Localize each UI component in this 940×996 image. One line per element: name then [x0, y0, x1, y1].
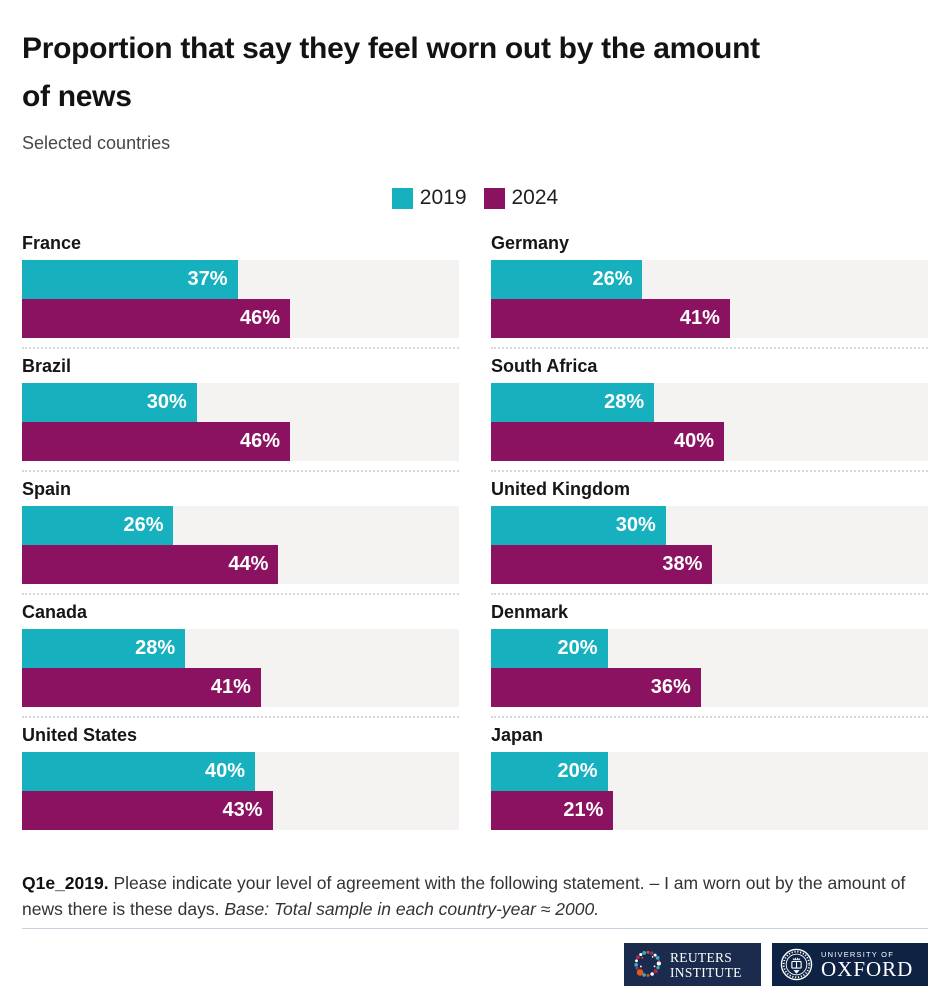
bar-2019: 30% — [22, 383, 197, 422]
oxford-crest-icon — [780, 948, 813, 981]
bar-track: 28% 40% — [491, 383, 928, 461]
legend-label-2019: 2019 — [419, 186, 467, 209]
country-label: Spain — [22, 479, 72, 499]
country-group: Spain 26% 44% — [22, 479, 459, 595]
chart-subtitle: Selected countries — [22, 133, 171, 153]
footnote-base-text: Base: Total sample in each country-year … — [224, 899, 600, 919]
country-label: South Africa — [491, 356, 598, 376]
bar-chart: France 37% 46% Brazil 30% 46% Spain — [22, 233, 928, 846]
country-group: United Kingdom 30% 38% — [491, 479, 928, 595]
bar-track: 20% 21% — [491, 752, 928, 830]
bar-track: 26% 44% — [22, 506, 459, 584]
bar-value-2024: 38% — [662, 553, 703, 575]
bar-value-2019: 37% — [187, 268, 228, 290]
reuters-line2: INSTITUTE — [670, 964, 742, 980]
bar-value-2024: 46% — [239, 430, 281, 452]
bar-value-2019: 30% — [615, 514, 656, 536]
bar-value-2019: 26% — [123, 514, 164, 536]
legend-label-2024: 2024 — [511, 186, 559, 209]
reuters-institute-wordmark: REUTERS INSTITUTE — [670, 950, 742, 980]
country-label: United Kingdom — [491, 479, 630, 499]
bar-2024: 40% — [491, 422, 725, 461]
bar-track: 40% 43% — [22, 752, 459, 830]
bar-track: 30% 46% — [22, 383, 459, 461]
oxford-wordmark: UNIVERSITY OF OXFORD — [821, 950, 913, 980]
footnote-question-id: Q1e_2019. — [22, 873, 109, 893]
reuters-line1: REUTERS — [670, 949, 733, 965]
bar-value-2024: 40% — [674, 430, 715, 452]
bar-value-2019: 40% — [205, 760, 246, 782]
legend-item-2024: 2024 — [483, 186, 559, 210]
country-group: United States 40% 43% — [22, 725, 459, 839]
bar-track: 26% 41% — [491, 260, 928, 338]
bar-2019: 20% — [491, 752, 608, 791]
chart-column: France 37% 46% Brazil 30% 46% Spain — [22, 233, 459, 846]
bar-value-2024: 46% — [239, 307, 281, 329]
bar-value-2019: 30% — [146, 391, 187, 413]
bar-track: 20% 36% — [491, 629, 928, 707]
bar-value-2024: 44% — [228, 553, 269, 575]
bar-value-2024: 43% — [222, 799, 263, 821]
country-label: Brazil — [22, 356, 72, 376]
bar-2024: 41% — [22, 668, 261, 707]
country-label: Germany — [491, 233, 570, 253]
bar-2024: 44% — [22, 545, 279, 584]
country-group: Japan 20% 21% — [491, 725, 928, 839]
bar-2019: 28% — [491, 383, 655, 422]
bar-track: 30% 38% — [491, 506, 928, 584]
bar-value-2019: 20% — [557, 760, 598, 782]
bar-value-2024: 21% — [563, 799, 604, 821]
university-of-oxford-logo: UNIVERSITY OF OXFORD — [772, 943, 928, 986]
bar-2024: 46% — [22, 299, 291, 338]
logo-row: REUTERS INSTITUTE UNIVERSITY OF OXFORD — [22, 943, 928, 986]
reuters-institute-logo: REUTERS INSTITUTE — [624, 943, 761, 986]
oxford-line2: OXFORD — [821, 956, 914, 981]
country-label: France — [22, 233, 82, 253]
legend-swatch-2019 — [391, 187, 413, 209]
bar-2024: 46% — [22, 422, 291, 461]
bar-2019: 20% — [491, 629, 608, 668]
country-group: South Africa 28% 40% — [491, 356, 928, 472]
country-label: United States — [22, 725, 138, 745]
bar-2019: 30% — [491, 506, 666, 545]
bar-2019: 26% — [491, 260, 643, 299]
bar-value-2019: 20% — [557, 637, 598, 659]
bar-value-2019: 28% — [135, 637, 176, 659]
chart-column: Germany 26% 41% South Africa 28% 40% U — [491, 233, 928, 846]
bar-2024: 41% — [491, 299, 730, 338]
bar-value-2024: 41% — [679, 307, 720, 329]
legend-swatch-2024 — [483, 187, 505, 209]
country-label: Denmark — [491, 602, 569, 622]
country-group: Brazil 30% 46% — [22, 356, 459, 472]
bar-2024: 43% — [22, 791, 273, 830]
bar-2024: 21% — [491, 791, 614, 830]
bar-2024: 38% — [491, 545, 713, 584]
reuters-institute-dots-icon — [634, 950, 662, 977]
page-title: Proportion that say they feel worn out b… — [22, 32, 760, 113]
footnote: Q1e_2019. Please indicate your level of … — [22, 870, 928, 922]
bar-2019: 40% — [22, 752, 256, 791]
footer-divider — [22, 928, 928, 929]
footnote-question-text: Please indicate your level of agreement … — [22, 873, 906, 919]
country-group: Germany 26% 41% — [491, 233, 928, 349]
country-group: Denmark 20% 36% — [491, 602, 928, 718]
bar-track: 28% 41% — [22, 629, 459, 707]
bar-value-2019: 28% — [604, 391, 645, 413]
country-group: Canada 28% 41% — [22, 602, 459, 718]
oxford-line1: UNIVERSITY OF — [821, 949, 894, 959]
country-group: France 37% 46% — [22, 233, 459, 349]
bar-track: 37% 46% — [22, 260, 459, 338]
bar-2019: 28% — [22, 629, 186, 668]
country-label: Canada — [22, 602, 88, 622]
bar-value-2024: 36% — [650, 676, 691, 698]
bar-2024: 36% — [491, 668, 701, 707]
bar-value-2019: 26% — [592, 268, 633, 290]
bar-2019: 26% — [22, 506, 174, 545]
bar-2019: 37% — [22, 260, 238, 299]
legend: 2019 2024 — [22, 186, 928, 210]
bar-value-2024: 41% — [210, 676, 251, 698]
country-label: Japan — [491, 725, 544, 745]
legend-item-2019: 2019 — [391, 186, 467, 210]
